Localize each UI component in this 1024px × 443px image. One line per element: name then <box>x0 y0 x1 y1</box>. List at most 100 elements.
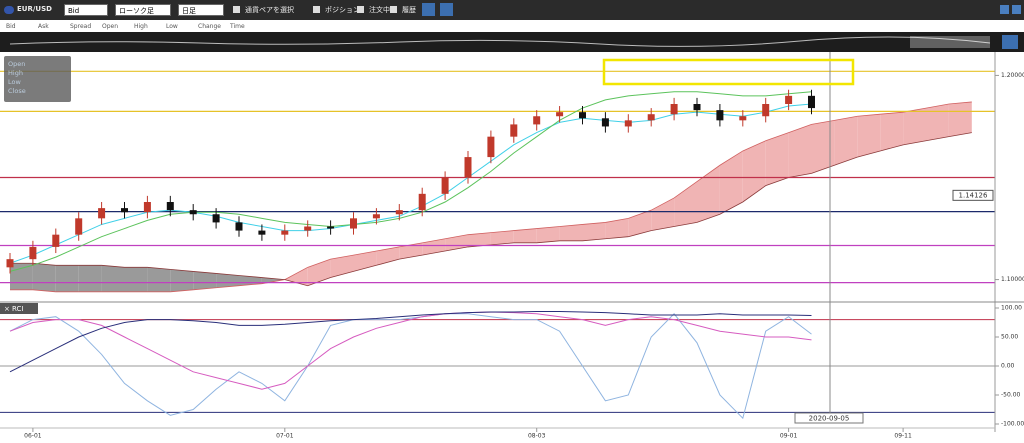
candle-body <box>327 226 335 229</box>
y-tick-label: -100.00 <box>1001 421 1024 428</box>
cloud-segment <box>857 114 881 158</box>
toolbar: EUR/USD Bid ローソク足 日足 通貨ペアを選択 ポジション 注文中 履… <box>0 0 1024 20</box>
cloud-segment <box>651 197 675 231</box>
cloud-span <box>10 101 972 293</box>
select-pair[interactable]: 通貨ペアを選択 <box>245 6 294 14</box>
cloud-segment <box>811 120 835 174</box>
candle-body <box>98 208 106 219</box>
checkbox[interactable] <box>233 6 240 13</box>
candle-body <box>6 259 14 268</box>
candle-body <box>762 104 770 117</box>
price-type-select[interactable]: Bid <box>64 4 108 16</box>
candle-body <box>350 218 357 229</box>
cloud-segment <box>193 271 217 290</box>
x-tick-label: 09-11 <box>894 433 912 440</box>
x-tick-label: 07-01 <box>276 433 294 440</box>
ohlc-label: Open <box>8 60 26 68</box>
info-label: Ask <box>38 23 49 30</box>
candle-body <box>739 116 747 121</box>
candle-body <box>258 230 266 235</box>
checkbox[interactable] <box>313 6 320 13</box>
history[interactable]: 履歴 <box>402 6 416 14</box>
cloud-segment <box>376 246 400 266</box>
info-label: Low <box>166 23 178 30</box>
info-label: Open <box>102 23 119 30</box>
cloud-segment <box>147 267 171 292</box>
chart-type-select[interactable]: ローソク足 <box>115 4 171 16</box>
close-icon[interactable]: × <box>4 305 10 313</box>
cursor-date: 2020-09-05 <box>809 415 850 423</box>
position[interactable]: ポジション <box>325 6 360 14</box>
rci-title: RCI <box>12 305 23 313</box>
cloud-span <box>10 132 972 287</box>
navigator-graph <box>9 35 1018 49</box>
candle-body <box>235 222 243 231</box>
ohlc-label: Low <box>8 78 21 86</box>
cloud-segment <box>330 255 354 278</box>
ohlc-label: Close <box>8 87 26 95</box>
cloud-segment <box>628 210 652 237</box>
candle-body <box>510 124 518 137</box>
navigator-line <box>9 36 991 47</box>
cloud-segment <box>55 265 79 292</box>
candle-body <box>29 246 37 260</box>
orders[interactable]: 注文中 <box>369 6 390 14</box>
x-tick-label: 08-03 <box>528 433 546 440</box>
info-label: Change <box>198 23 221 30</box>
checkbox[interactable] <box>390 6 397 13</box>
indicator-line <box>9 91 812 272</box>
y-tick-label: 50.00 <box>1001 334 1018 341</box>
cloud-segment <box>948 101 972 137</box>
cloud-segment <box>880 112 904 151</box>
candle-body <box>143 202 151 213</box>
cloud-segment <box>765 132 789 186</box>
cloud-segment <box>559 224 583 241</box>
price-label-box <box>952 189 994 201</box>
cloud-segment <box>468 232 491 247</box>
candle-body <box>601 118 609 127</box>
rci-line <box>9 313 812 420</box>
candle-body <box>670 104 678 115</box>
cloud-segment <box>399 242 423 260</box>
background <box>0 52 1024 443</box>
candle-body <box>647 114 655 121</box>
icon-button[interactable] <box>1012 5 1021 14</box>
price-label: 1.14126 <box>959 191 988 199</box>
x-tick-label: 09-01 <box>780 433 798 440</box>
period-select[interactable]: 日足 <box>178 4 224 16</box>
navigator-window[interactable] <box>910 36 990 48</box>
cloud-segment <box>124 267 148 292</box>
candle-body <box>579 112 586 119</box>
rci-line <box>9 310 812 373</box>
pair[interactable]: EUR/USD <box>17 5 52 13</box>
x-tick-label: 06-01 <box>24 433 42 440</box>
y-tick-label: 1.20000 <box>1001 72 1024 79</box>
y-tick-label: 1.10000 <box>1001 276 1024 283</box>
icon-button[interactable] <box>422 3 435 16</box>
chart: RCI × 2020-09-05 1.20000 1.10000 1.14126 06… <box>0 52 1024 443</box>
cloud-segment <box>353 251 377 272</box>
candle-body <box>464 157 472 178</box>
cloud-segment <box>490 230 514 245</box>
candle-body <box>189 210 197 215</box>
cloud-segment <box>582 222 606 241</box>
y-tick-label: -50.00 <box>1001 392 1021 399</box>
info-label: High <box>134 23 148 30</box>
cloud-segment <box>903 108 926 145</box>
icon-button[interactable] <box>1000 5 1009 14</box>
cloud-segment <box>719 150 743 215</box>
cloud-segment <box>101 265 125 292</box>
cloud-segment <box>216 273 239 288</box>
cloud-segment <box>605 218 629 239</box>
candle-body <box>808 95 815 109</box>
navigator-button[interactable] <box>1002 35 1018 49</box>
cloud-segment <box>926 104 949 141</box>
navigator[interactable] <box>0 32 1024 52</box>
icon-button[interactable] <box>440 3 453 16</box>
info-label: Bid <box>6 23 16 30</box>
info-bar: Bid Ask Spread Open High Low Change Time <box>0 20 1024 32</box>
candle-body <box>75 218 83 235</box>
candle-body <box>487 136 495 158</box>
checkbox[interactable] <box>357 6 364 13</box>
cloud-segment <box>32 263 56 292</box>
